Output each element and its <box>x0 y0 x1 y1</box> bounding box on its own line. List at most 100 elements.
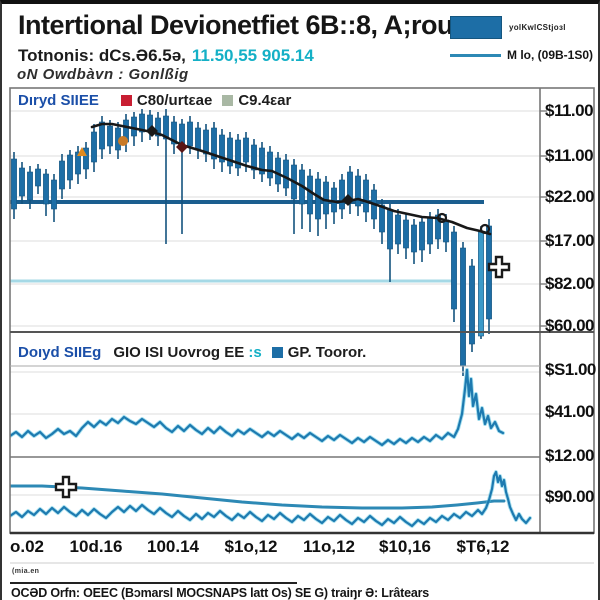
chart-legend: yolKwlCStjoɜl M lo, (09B-1S0) <box>450 16 598 71</box>
candle-body <box>460 247 466 367</box>
candle-body <box>443 219 449 243</box>
blue-swatch-icon <box>271 347 283 358</box>
candle-body <box>203 129 209 155</box>
candle-body <box>171 121 177 145</box>
plot-border <box>9 87 595 534</box>
marker-ring <box>479 223 491 235</box>
candle-body <box>387 209 393 250</box>
indicator-panel-header: Doıyd SIIEg GIO ISI Uovrog EE :s GP. Tooro… <box>18 344 366 361</box>
candle-body <box>235 139 241 169</box>
subtitle-prefix: Totnonis: dCs.Ə6.5ə, <box>18 46 186 65</box>
candle-body <box>195 127 201 151</box>
price-panel <box>10 109 492 376</box>
indicator2-signal-line <box>10 470 532 528</box>
marker-diamond <box>342 194 354 206</box>
candle-body <box>19 167 25 197</box>
candle-body <box>163 115 169 140</box>
price-legend-1: C80/urtεae <box>136 92 213 109</box>
candle-body <box>51 179 57 210</box>
marker-diamond <box>146 125 158 137</box>
candle-body <box>227 137 233 167</box>
crosshair-cursor-icon <box>54 475 78 499</box>
candle-body <box>99 121 105 150</box>
volume-swatch-icon <box>450 16 502 39</box>
candle-body <box>43 173 49 205</box>
x-axis-label: 10d.16 <box>69 537 123 556</box>
candle-body <box>469 265 475 345</box>
indicator2-signal-glow <box>10 470 532 528</box>
footer-divider <box>10 582 297 584</box>
candle-body <box>139 113 145 133</box>
candle-body <box>219 134 225 163</box>
candle-body <box>478 231 484 337</box>
candle-body <box>411 224 417 253</box>
indicator-text: GIO ISI Uovrog EE <box>113 344 245 361</box>
ma-line <box>90 122 492 236</box>
candle-body <box>323 181 329 215</box>
legend-row-ma: M lo, (09B-1S0) <box>450 48 598 62</box>
y-axis-label: $17.00 <box>545 231 595 250</box>
y-axis-label: $11.00 <box>545 146 594 165</box>
y-axis-label: $82.00 <box>545 274 595 293</box>
candle-body <box>91 131 97 163</box>
y-axis-label: $12.00 <box>545 446 595 465</box>
candle-body <box>283 159 289 189</box>
x-axis-label: $10,16 <box>379 537 431 556</box>
candle-body <box>363 179 369 213</box>
candle-body <box>35 168 41 187</box>
candle-body <box>419 221 425 251</box>
candle-body <box>355 175 361 207</box>
y-axis-label: $41.00 <box>545 402 595 421</box>
candle-body <box>211 127 217 160</box>
candle-body <box>155 117 161 137</box>
legend-ma-label: M lo, (09B-1S0) <box>507 48 594 62</box>
candle-body <box>379 204 385 233</box>
candle-body <box>67 154 73 181</box>
candle-body <box>83 147 89 170</box>
candle-body <box>275 157 281 185</box>
legend-row-volume: yolKwlCStjoɜl <box>450 16 598 39</box>
source-line: OCƏD Orfn: OEEC (Bɔmarsl MOCSNAPS latt O… <box>11 586 430 600</box>
y-axis-label: $11.00 <box>545 101 594 120</box>
y-axis-label: $S1.00 <box>545 360 596 379</box>
legend-volume-label: yolKwlCStjoɜl <box>509 23 566 32</box>
marker-triangle <box>77 147 87 156</box>
x-axis-label: 11o,12 <box>303 537 355 556</box>
indicator1-line <box>10 368 505 447</box>
sage-swatch-icon <box>222 95 234 106</box>
candle-body <box>243 137 249 163</box>
note-line: oN Owdbàvn : Gonlßig <box>17 66 189 83</box>
price-legend-2: C9.4εar <box>238 92 292 109</box>
red-swatch-icon <box>120 95 132 106</box>
price-panel-header: Dıryd SIIEE C80/urtεae C9.4εar <box>18 92 291 109</box>
indicator2-panel <box>10 470 532 528</box>
candle-body <box>267 151 273 179</box>
candle-body <box>307 175 313 215</box>
marker-circle <box>118 136 128 146</box>
indicator2-smooth-line <box>10 484 506 510</box>
indicator-suffix: :s <box>248 344 262 361</box>
candle-body <box>395 214 401 245</box>
indicator1-panel <box>10 368 505 447</box>
subtitle-values: 11.50,55 905.14 <box>191 46 314 65</box>
candle-body <box>339 179 345 210</box>
candle-body <box>75 151 81 175</box>
marker-diamond <box>176 141 188 153</box>
candle-body <box>486 225 492 320</box>
indicator-legend: GP. Tooror. <box>287 344 367 361</box>
y-axis-label: $60.00 <box>545 316 595 335</box>
ma-line-icon <box>450 53 501 57</box>
x-axis-label: o.02 <box>9 537 45 556</box>
candle-body <box>427 217 433 245</box>
y-axis-label: $90.00 <box>545 487 595 506</box>
subtitle: Totnonis: dCs.Ə6.5ə, 11.50,55 905.14 <box>18 46 314 66</box>
y-axis-label: $22.00 <box>545 187 595 206</box>
candle-body <box>59 160 65 190</box>
candle-body <box>451 231 457 310</box>
page-title: Intertional Devionetfiet 6B::8, A;roues <box>18 10 483 40</box>
footer-tiny-text: (mia.en <box>12 568 40 575</box>
indicator-panel-title: Doıyd SIIEg <box>18 344 102 361</box>
crosshair-cursor-icon <box>487 255 511 279</box>
x-axis-label: 100.14 <box>147 537 199 556</box>
